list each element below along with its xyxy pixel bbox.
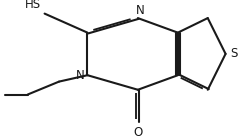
Text: N: N <box>136 4 145 17</box>
Text: O: O <box>133 126 142 136</box>
Text: S: S <box>230 47 237 60</box>
Text: N: N <box>76 69 85 82</box>
Text: HS: HS <box>25 0 41 11</box>
